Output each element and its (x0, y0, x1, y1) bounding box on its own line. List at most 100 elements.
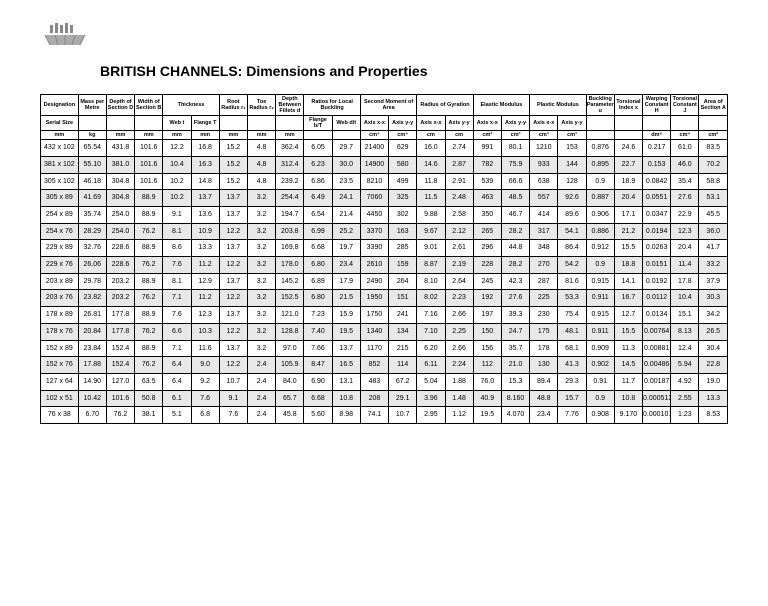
table-cell: 2.64 (445, 273, 473, 290)
table-cell: 348 (530, 240, 558, 257)
table-cell: 1210 (530, 140, 558, 157)
table-cell: 88.9 (135, 207, 163, 224)
table-row: 432 x 10265.54431.8101.612.216.815.24.83… (41, 140, 728, 157)
table-cell: 7.6 (163, 257, 191, 274)
table-cell: 10.7 (219, 373, 247, 390)
header-sub (219, 116, 247, 131)
table-cell: 34.2 (699, 307, 728, 324)
table-cell: 22.7 (614, 156, 642, 173)
table-cell: 40.9 (473, 390, 501, 407)
table-cell: 8210 (360, 173, 388, 190)
table-cell: 629 (389, 140, 417, 157)
header-group: Ratios for Local Buckling (304, 95, 360, 116)
header-sub (106, 116, 134, 131)
table-cell: 7.40 (304, 323, 332, 340)
table-cell: 101.6 (106, 390, 134, 407)
table-cell: 782 (473, 156, 501, 173)
table-cell: 6.8 (191, 407, 219, 424)
table-cell: 13.7 (219, 190, 247, 207)
table-cell: 41.7 (699, 240, 728, 257)
table-cell: 6.80 (304, 257, 332, 274)
table-cell: 53.1 (699, 190, 728, 207)
table-cell: 2490 (360, 273, 388, 290)
table-cell: 12.2 (219, 257, 247, 274)
table-cell: 19.5 (473, 407, 501, 424)
table-cell: 2.87 (445, 156, 473, 173)
table-cell: 197 (473, 307, 501, 324)
header-sub (614, 116, 642, 131)
table-cell: 30.0 (332, 156, 360, 173)
header-unit: mm (106, 131, 134, 140)
table-cell: 88.9 (135, 273, 163, 290)
table-cell: 13.1 (332, 373, 360, 390)
table-cell: 2.4 (247, 357, 275, 374)
table-cell: 20.84 (78, 323, 106, 340)
header-unit: cm³ (558, 131, 586, 140)
table-cell: 18.8 (614, 257, 642, 274)
header-unit: cm (417, 131, 445, 140)
table-cell: 76.2 (135, 257, 163, 274)
table-cell: 14.6 (417, 156, 445, 173)
table-cell: 3.2 (247, 240, 275, 257)
header-unit: kg (78, 131, 106, 140)
header-sub: Axis x-x (360, 116, 388, 131)
header-unit: mm (219, 131, 247, 140)
table-cell: 23.4 (530, 407, 558, 424)
header-sub: Axis y-y (389, 116, 417, 131)
table-cell: 0.000101 (643, 407, 671, 424)
table-cell: 9.0 (191, 357, 219, 374)
table-cell: 42.3 (501, 273, 529, 290)
table-cell: 302 (389, 207, 417, 224)
table-cell: 15.9 (332, 307, 360, 324)
table-cell: 16.7 (614, 290, 642, 307)
table-cell: 8.1 (163, 223, 191, 240)
header-sub (699, 116, 728, 131)
table-cell: 12.2 (219, 223, 247, 240)
table-cell: 7.1 (163, 340, 191, 357)
header-sub: Web d/t (332, 116, 360, 131)
table-cell: 203.8 (276, 223, 304, 240)
table-cell: 3.2 (247, 290, 275, 307)
header-group: Torsional Constant J (671, 95, 699, 116)
table-cell: 76.0 (473, 373, 501, 390)
table-cell: 80.1 (501, 140, 529, 157)
table-cell: 0.00187 (643, 373, 671, 390)
table-cell: 11.4 (671, 257, 699, 274)
table-header: DesignationMass per MetreDepth of Sectio… (41, 95, 728, 140)
table-cell: 1170 (360, 340, 388, 357)
table-cell: 178 (530, 340, 558, 357)
table-cell: 89.4 (530, 373, 558, 390)
table-cell: 36.0 (699, 223, 728, 240)
header-sub (643, 116, 671, 131)
table-cell: 7.6 (163, 307, 191, 324)
table-cell: 13.7 (219, 273, 247, 290)
table-cell: 17.9 (332, 273, 360, 290)
table-cell: 39.3 (501, 307, 529, 324)
table-cell: 10.8 (614, 390, 642, 407)
table-cell: 6.4 (163, 373, 191, 390)
table-cell: 14900 (360, 156, 388, 173)
table-cell: 0.153 (643, 156, 671, 173)
header-unit: mm (135, 131, 163, 140)
table-cell: 230 (530, 307, 558, 324)
table-cell: 101.6 (135, 173, 163, 190)
table-cell: 225 (530, 290, 558, 307)
table-cell: 2.25 (445, 323, 473, 340)
table-cell: 6.4 (163, 357, 191, 374)
table-cell: 305 x 102 (41, 173, 79, 190)
table-cell: 76.2 (135, 357, 163, 374)
header-unit (586, 131, 614, 140)
table-cell: 15.5 (614, 240, 642, 257)
table-cell: 7.23 (304, 307, 332, 324)
table-cell: 362.4 (276, 140, 304, 157)
table-cell: 0.0842 (643, 173, 671, 190)
table-cell: 2.12 (445, 223, 473, 240)
table-cell: 65.54 (78, 140, 106, 157)
table-cell: 12.2 (219, 290, 247, 307)
table-cell: 9.1 (219, 390, 247, 407)
table-cell: 0.887 (586, 190, 614, 207)
header-group: Width of Section B (135, 95, 163, 116)
table-cell: 22.9 (671, 207, 699, 224)
table-cell: 41.69 (78, 190, 106, 207)
table-cell: 17.88 (78, 357, 106, 374)
